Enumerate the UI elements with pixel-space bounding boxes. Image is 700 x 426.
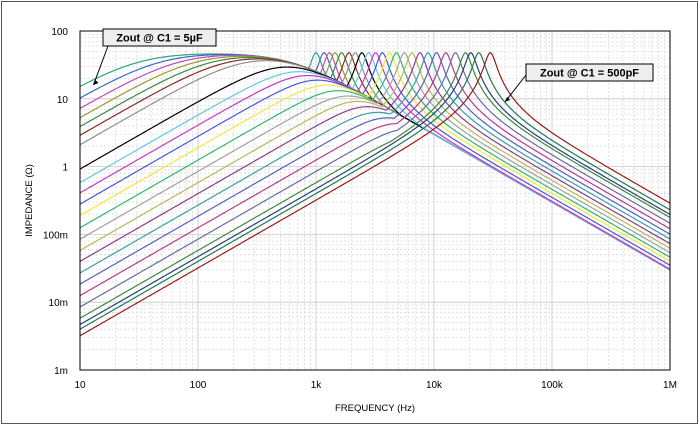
x-tick-label: 100k xyxy=(541,380,564,391)
series-group xyxy=(79,51,671,337)
y-tick-label: 10m xyxy=(49,298,68,309)
impedance-curve-16 xyxy=(79,52,671,262)
impedance-curve-17 xyxy=(79,51,671,274)
annotation-arrowhead xyxy=(93,79,99,85)
x-tick-label: 1M xyxy=(663,380,677,391)
y-tick-label: 100 xyxy=(51,27,68,38)
impedance-curve-22 xyxy=(79,51,671,326)
plot-area xyxy=(79,30,671,371)
impedance-curve-20 xyxy=(79,52,671,308)
y-axis-label: IMPEDANCE (Ω) xyxy=(24,164,35,237)
y-tick-label: 1 xyxy=(62,163,68,174)
impedance-curve-9 xyxy=(79,51,671,271)
annotation-leader xyxy=(504,74,527,103)
y-tick-labels: 100 10 1 100m 10m 1m xyxy=(43,27,68,377)
annotation-label: Zout @ C1 = 500pF xyxy=(540,68,639,80)
annotation-box xyxy=(102,28,217,47)
y-tick-label: 100m xyxy=(43,230,68,241)
annotation-label: Zout @ C1 = 5µF xyxy=(116,33,203,45)
impedance-curve-14 xyxy=(79,51,671,254)
impedance-curve-13 xyxy=(79,52,671,258)
impedance-curve-10 xyxy=(79,52,671,270)
impedance-curve-23 xyxy=(79,52,671,330)
x-tick-label: 10 xyxy=(74,380,86,391)
impedance-curve-12 xyxy=(79,51,671,262)
annotation-box xyxy=(525,63,654,82)
x-tick-label: 1k xyxy=(311,380,323,391)
annotation-arrowhead xyxy=(505,96,511,102)
impedance-curve-21 xyxy=(79,52,671,319)
impedance-curve-19 xyxy=(79,51,671,297)
x-tick-labels: 10 100 1k 10k 100k 1M xyxy=(74,380,677,391)
impedance-curve-18 xyxy=(79,52,671,285)
impedance-curve-11 xyxy=(79,51,671,266)
annotation-leader xyxy=(92,45,109,86)
x-axis-label: FREQUENCY (Hz) xyxy=(335,403,415,414)
annotations: Zout @ C1 = 5µF Zout @ C1 = 500pF xyxy=(92,28,654,103)
y-tick-label: 10 xyxy=(57,95,69,106)
impedance-curve-15 xyxy=(79,51,671,251)
y-tick-label: 1m xyxy=(54,366,68,377)
impedance-curve-24 xyxy=(79,51,671,337)
x-tick-label: 100 xyxy=(190,380,207,391)
x-tick-label: 10k xyxy=(426,380,443,391)
